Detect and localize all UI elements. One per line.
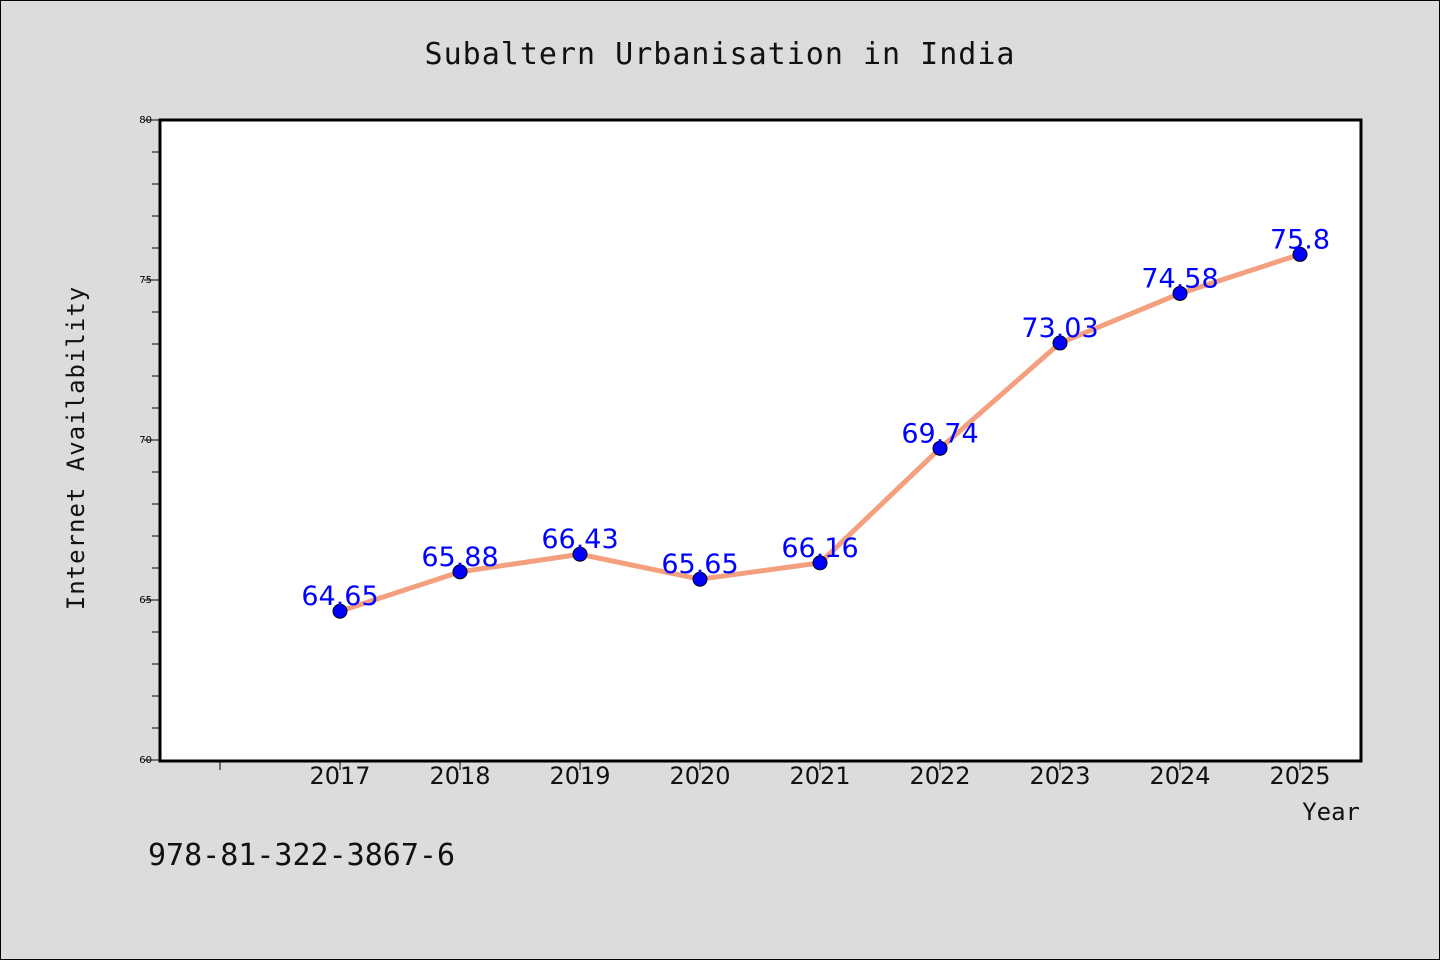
x-tick-label: 2022: [909, 762, 970, 790]
footer-isbn: 978-81-322-3867-6: [148, 838, 455, 873]
data-label: 75.8: [1270, 224, 1330, 255]
series-markers: [332, 246, 1308, 619]
y-tick-label: 65: [139, 595, 152, 606]
chart-title: Subaltern Urbanisation in India: [425, 37, 1016, 72]
y-tick-label: 80: [139, 115, 152, 126]
x-tick-label: 2017: [309, 762, 370, 790]
data-point: [692, 571, 708, 587]
data-label: 65.88: [421, 542, 498, 573]
data-point: [1052, 335, 1068, 351]
data-point: [572, 546, 588, 562]
y-tick-label: 60: [139, 755, 152, 766]
data-label: 64.65: [301, 581, 378, 612]
x-tick-label: 2019: [549, 762, 610, 790]
data-point: [1172, 285, 1188, 301]
x-tick-label: 2020: [669, 762, 730, 790]
x-tick-label: 2024: [1149, 762, 1210, 790]
x-tick-label: 2025: [1269, 762, 1330, 790]
y-axis: 60 65 70 75 80: [139, 115, 160, 766]
plot-area: [158, 118, 1363, 763]
data-label: 65.65: [661, 549, 738, 580]
data-label: 69.74: [901, 418, 978, 449]
data-point: [812, 555, 828, 571]
data-labels: 64.65 65.88 66.43 65.65 66.16 69.74 73.03 74.58…: [301, 224, 1330, 612]
y-tick-label: 75: [139, 275, 152, 286]
data-point: [1292, 246, 1308, 262]
x-tick-label: 2023: [1029, 762, 1090, 790]
data-point: [932, 440, 948, 456]
y-tick-label: 70: [139, 435, 152, 446]
data-label: 74.58: [1141, 263, 1218, 294]
data-label: 66.16: [781, 533, 858, 564]
x-tick-label: 2021: [789, 762, 850, 790]
data-point: [452, 564, 468, 580]
y-axis-label: Internet Availability: [62, 286, 90, 610]
x-axis: 2017 2018 2019 2020 2021 2022 2023 2024 2025: [219, 760, 1331, 790]
data-label: 66.43: [541, 524, 618, 555]
data-point: [332, 603, 348, 619]
x-axis-label: Year: [1302, 798, 1360, 826]
x-tick-label: 2018: [429, 762, 490, 790]
data-label: 73.03: [1021, 313, 1098, 344]
